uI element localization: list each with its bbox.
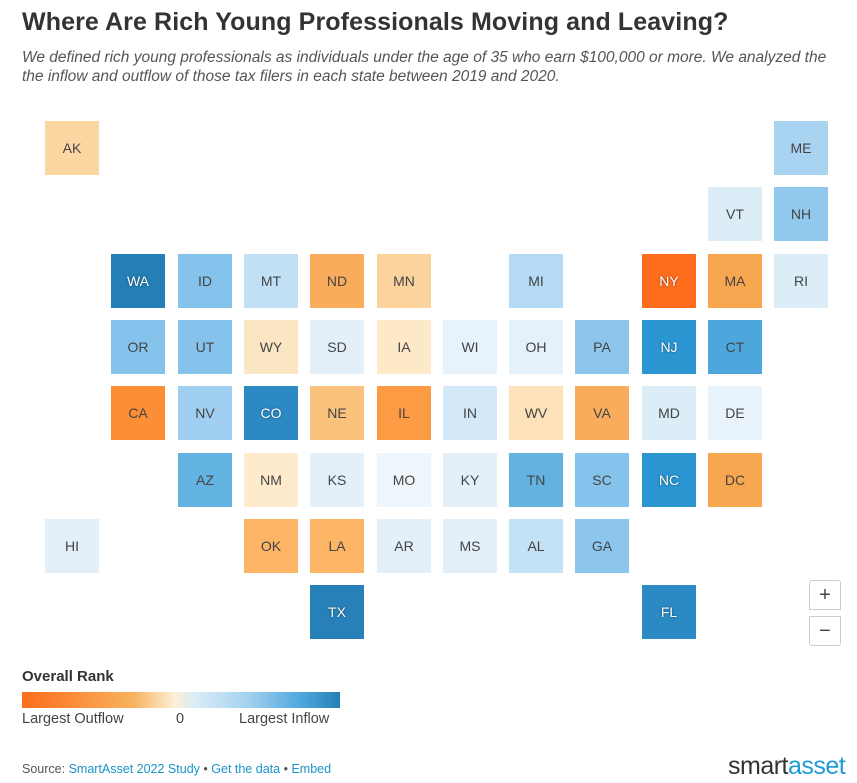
state-tile-mo[interactable]: MO [377,453,431,507]
state-tile-ut[interactable]: UT [178,320,232,374]
source-label: Source: [22,762,66,776]
state-tile-mt[interactable]: MT [244,254,298,308]
state-tile-ma[interactable]: MA [708,254,762,308]
state-tile-tn[interactable]: TN [509,453,563,507]
state-tile-ms[interactable]: MS [443,519,497,573]
state-tile-ak[interactable]: AK [45,121,99,175]
state-tile-la[interactable]: LA [310,519,364,573]
state-tile-fl[interactable]: FL [642,585,696,639]
legend-gradient-bar [22,692,340,708]
brand-text-asset: asset [788,752,846,780]
state-tile-tx[interactable]: TX [310,585,364,639]
state-tile-nh[interactable]: NH [774,187,828,241]
state-tile-wy[interactable]: WY [244,320,298,374]
legend-low-label: Largest Outflow [22,711,124,727]
study-link[interactable]: SmartAsset 2022 Study [68,762,200,776]
state-tile-md[interactable]: MD [642,386,696,440]
brand-text-smart: smart [728,752,789,780]
state-tile-mn[interactable]: MN [377,254,431,308]
state-tile-or[interactable]: OR [111,320,165,374]
state-tile-co[interactable]: CO [244,386,298,440]
state-tile-nv[interactable]: NV [178,386,232,440]
state-tile-nd[interactable]: ND [310,254,364,308]
state-tile-ok[interactable]: OK [244,519,298,573]
separator: • [203,762,208,776]
smartasset-logo: smartasset [728,752,846,781]
chart-title: Where Are Rich Young Professionals Movin… [22,8,729,36]
state-tile-ca[interactable]: CA [111,386,165,440]
state-tile-dc[interactable]: DC [708,453,762,507]
state-tile-id[interactable]: ID [178,254,232,308]
state-tile-ar[interactable]: AR [377,519,431,573]
legend-high-label: Largest Inflow [239,711,330,727]
state-tile-wa[interactable]: WA [111,254,165,308]
state-tile-ga[interactable]: GA [575,519,629,573]
state-tile-nc[interactable]: NC [642,453,696,507]
state-tile-ct[interactable]: CT [708,320,762,374]
state-tile-il[interactable]: IL [377,386,431,440]
state-tile-ks[interactable]: KS [310,453,364,507]
zoom-out-button[interactable]: − [809,616,841,646]
state-tile-ny[interactable]: NY [642,254,696,308]
state-tile-ky[interactable]: KY [443,453,497,507]
state-tile-de[interactable]: DE [708,386,762,440]
chart-subtitle: We defined rich young professionals as i… [22,49,827,85]
state-tile-ri[interactable]: RI [774,254,828,308]
separator: • [283,762,288,776]
state-tile-in[interactable]: IN [443,386,497,440]
state-tile-ne[interactable]: NE [310,386,364,440]
source-line: Source: SmartAsset 2022 Study • Get the … [22,762,331,776]
zoom-in-button[interactable]: + [809,580,841,610]
state-tile-mi[interactable]: MI [509,254,563,308]
state-tile-hi[interactable]: HI [45,519,99,573]
state-tile-sd[interactable]: SD [310,320,364,374]
state-tile-oh[interactable]: OH [509,320,563,374]
embed-link[interactable]: Embed [291,762,332,776]
state-tile-sc[interactable]: SC [575,453,629,507]
state-tile-pa[interactable]: PA [575,320,629,374]
state-tile-vt[interactable]: VT [708,187,762,241]
state-tile-wi[interactable]: WI [443,320,497,374]
state-tile-nj[interactable]: NJ [642,320,696,374]
state-tile-al[interactable]: AL [509,519,563,573]
get-data-link[interactable]: Get the data [211,762,281,776]
state-tile-va[interactable]: VA [575,386,629,440]
state-tile-ia[interactable]: IA [377,320,431,374]
legend-mid-label: 0 [176,711,185,727]
state-tile-me[interactable]: ME [774,121,828,175]
legend-title: Overall Rank [22,668,114,685]
state-tile-wv[interactable]: WV [509,386,563,440]
state-tile-nm[interactable]: NM [244,453,298,507]
state-tile-az[interactable]: AZ [178,453,232,507]
